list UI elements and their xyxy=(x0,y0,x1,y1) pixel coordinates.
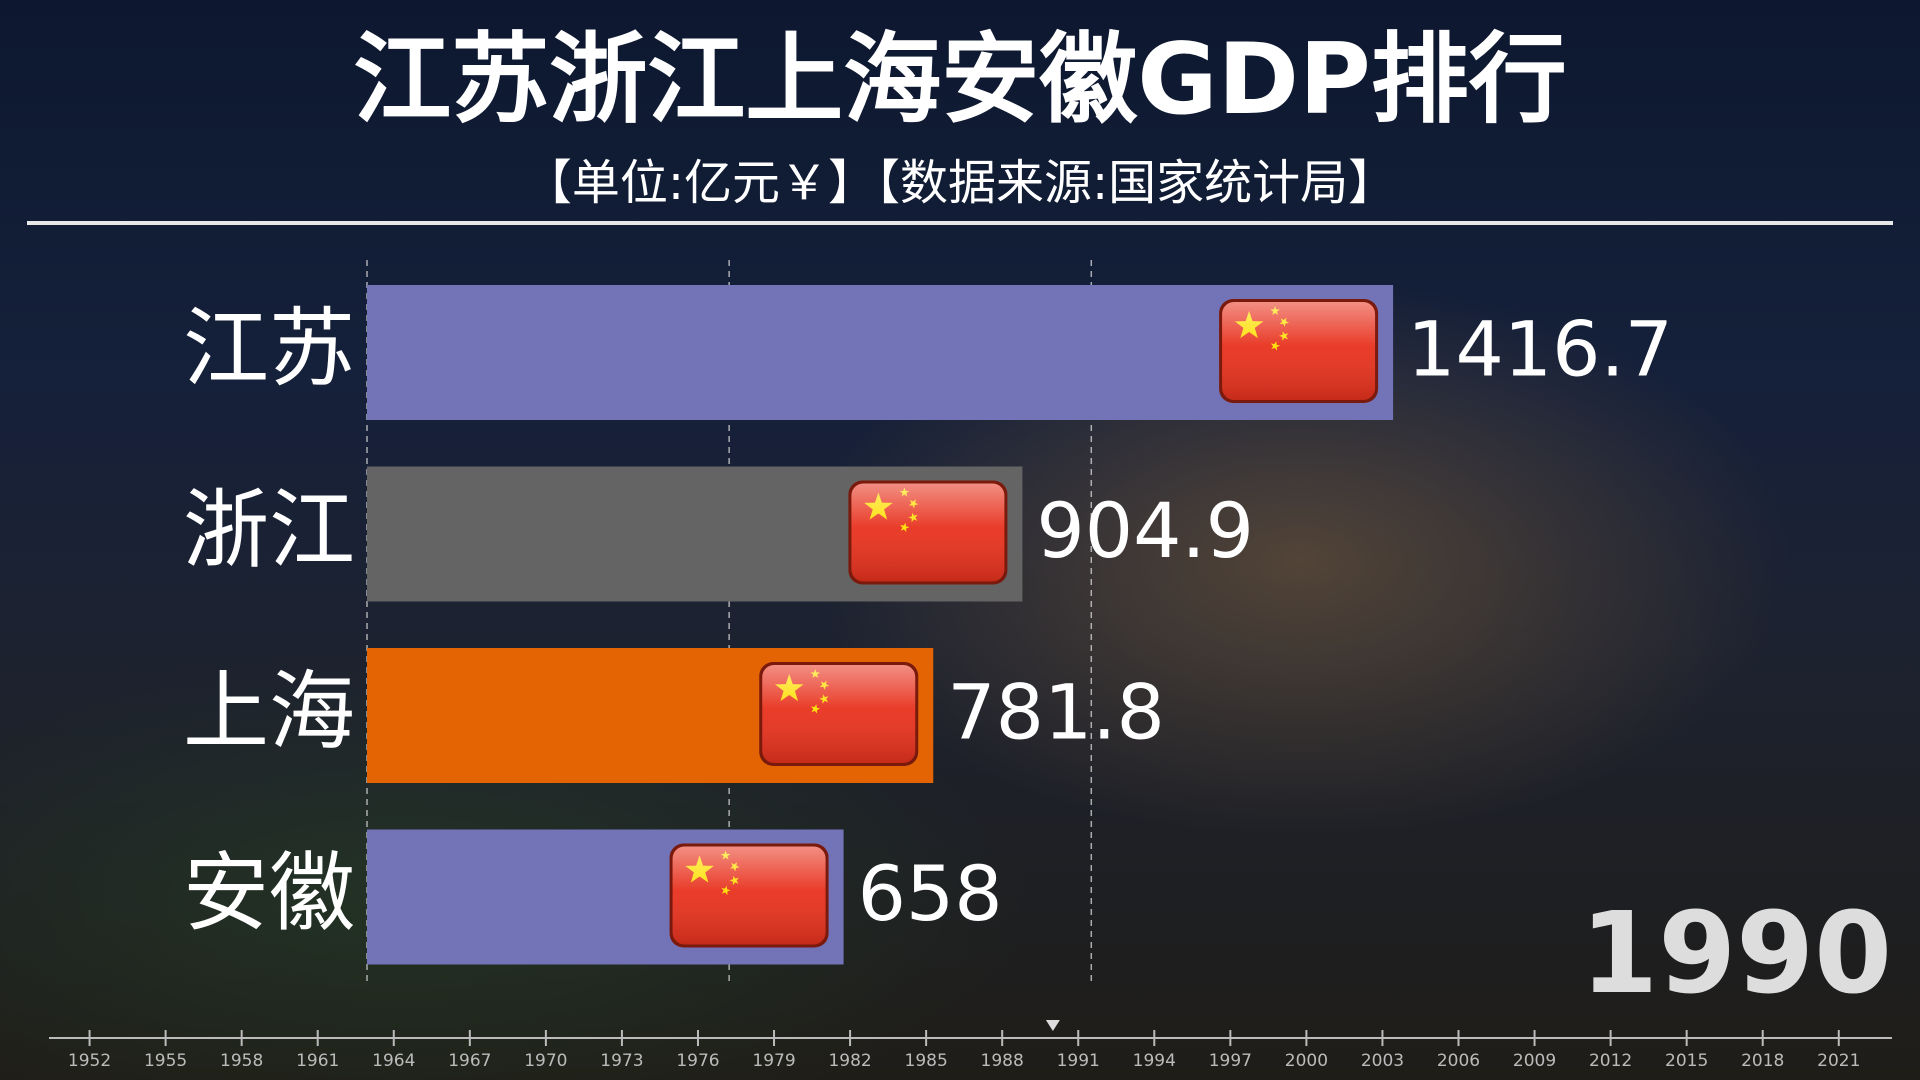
value-label: 781.8 xyxy=(947,667,1165,756)
category-label: 上海 xyxy=(183,662,355,762)
flag-icon xyxy=(848,480,1008,585)
category-label: 安徽 xyxy=(183,843,355,943)
timeline-tick-label: 1982 xyxy=(828,1051,871,1071)
timeline-tick-label: 1970 xyxy=(524,1051,567,1071)
year-label: 1990 xyxy=(1580,889,1892,1019)
flag-gloss xyxy=(851,483,1005,582)
timeline-tick-label: 1958 xyxy=(220,1051,263,1071)
timeline-tick-label: 2009 xyxy=(1513,1051,1556,1071)
timeline-tick-label: 2015 xyxy=(1665,1051,1708,1071)
chart-subtitle: 【单位:亿元￥】【数据来源:国家统计局】 xyxy=(524,155,1396,211)
timeline-tick-label: 1985 xyxy=(905,1051,948,1071)
timeline-tick-label: 2012 xyxy=(1589,1051,1632,1071)
flag-icon xyxy=(669,843,829,948)
timeline-tick-label: 1973 xyxy=(600,1051,643,1071)
category-label: 浙江 xyxy=(183,480,355,580)
timeline-tick-label: 1979 xyxy=(752,1051,795,1071)
flag-icon xyxy=(759,662,919,766)
flag-gloss xyxy=(762,665,916,763)
timeline-tick-label: 1964 xyxy=(372,1051,415,1071)
timeline-tick-label: 2003 xyxy=(1361,1051,1404,1071)
timeline-tick-label: 1994 xyxy=(1133,1051,1176,1071)
value-label: 658 xyxy=(858,849,1003,938)
timeline-tick-label: 2018 xyxy=(1741,1051,1784,1071)
timeline-tick-label: 1955 xyxy=(144,1051,187,1071)
timeline-tick-label: 2000 xyxy=(1285,1051,1328,1071)
timeline-tick-label: 1952 xyxy=(68,1051,111,1071)
timeline-tick-label: 1997 xyxy=(1209,1051,1252,1071)
flag-gloss xyxy=(672,846,826,945)
category-label: 江苏 xyxy=(183,299,355,399)
flag-gloss xyxy=(1222,302,1376,400)
timeline-tick-label: 1988 xyxy=(981,1051,1024,1071)
timeline-tick-label: 1991 xyxy=(1057,1051,1100,1071)
chart-title: 江苏浙江上海安徽GDP排行 xyxy=(353,23,1567,137)
flag-icon xyxy=(1219,299,1379,403)
timeline-tick-label: 2021 xyxy=(1817,1051,1860,1071)
timeline-tick-label: 1976 xyxy=(676,1051,719,1071)
value-label: 904.9 xyxy=(1036,486,1254,575)
timeline-tick-label: 2006 xyxy=(1437,1051,1480,1071)
value-label: 1416.7 xyxy=(1407,304,1673,393)
timeline-tick-label: 1961 xyxy=(296,1051,339,1071)
timeline-marker xyxy=(1045,1020,1060,1031)
timeline-tick-label: 1967 xyxy=(448,1051,491,1071)
